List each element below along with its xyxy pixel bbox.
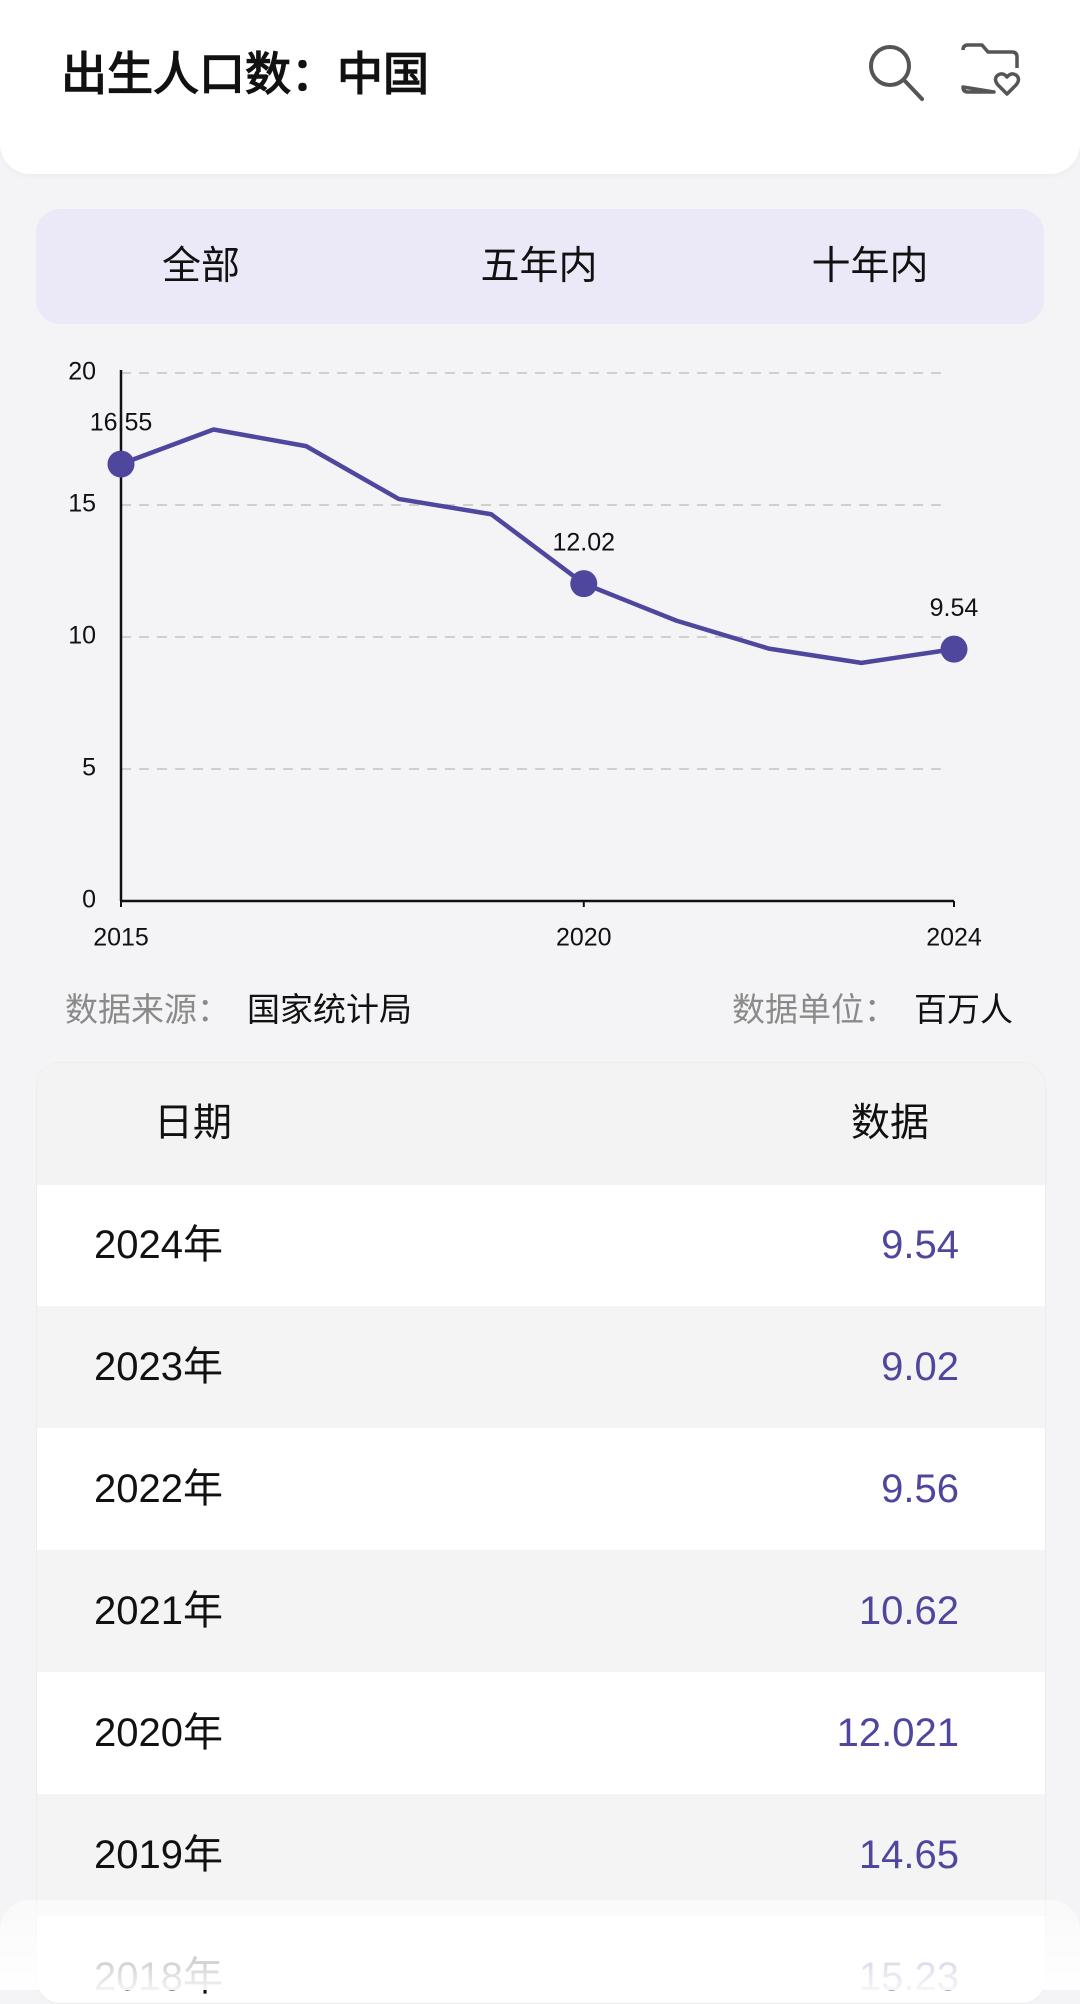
date-cell: 2020年	[94, 1711, 223, 1755]
table-row[interactable]: 2020年 12.021	[37, 1672, 1045, 1794]
y-tick-label: 5	[82, 754, 96, 782]
value-cell: 14.65	[858, 1833, 959, 1877]
y-tick-label: 0	[82, 886, 96, 914]
favorite-folder-icon[interactable]	[960, 42, 1022, 98]
search-icon[interactable]	[866, 42, 926, 104]
series-line	[120, 427, 955, 666]
value-cell: 9.54	[881, 1223, 959, 1267]
data-point	[107, 450, 135, 478]
data-label: 16.55	[90, 409, 153, 437]
y-tick-label: 20	[68, 358, 96, 386]
value-cell: 12.021	[836, 1711, 959, 1755]
x-tick-label: 2015	[93, 924, 149, 952]
data-label: 12.02	[552, 528, 615, 556]
source-value: 国家统计局	[247, 991, 412, 1028]
tab-label: 五年内	[480, 245, 598, 288]
header-cell: 日期	[154, 1102, 233, 1145]
date-cell: 2021年	[94, 1589, 223, 1633]
data-point	[940, 635, 968, 663]
date-cell: 2022年	[94, 1467, 223, 1511]
x-tick-label: 2020	[556, 924, 612, 952]
table-row[interactable]: 2019年 14.65	[37, 1794, 1045, 1916]
date-cell: 2024年	[94, 1223, 223, 1267]
data-label: 9.54	[930, 594, 979, 622]
unit-label: 数据单位：	[732, 991, 897, 1028]
source-label: 数据来源：	[65, 991, 230, 1028]
date-cell: 2019年	[94, 1833, 223, 1877]
chart: 0 5 10 15 20 2015 2020 2024 16.55 12.02 9.54	[68, 358, 982, 952]
table-row[interactable]: 2021年 10.62	[37, 1550, 1045, 1672]
tab-selected[interactable]: 十年内	[706, 209, 1034, 324]
bottom-sheet-edge	[0, 1900, 1080, 1990]
table-header: 日期 数据	[37, 1063, 1045, 1185]
range-tabs: 全部 五年内 十年内	[36, 209, 1044, 324]
date-cell: 2023年	[94, 1345, 223, 1389]
x-tick-label: 2024	[926, 924, 982, 952]
table-row[interactable]: 2024年 9.54	[37, 1184, 1045, 1306]
y-tick-label: 10	[68, 622, 96, 650]
data-table: 日期 数据 2024年 9.54 2023年 9.02 2022年 9.56 2021年 10…	[36, 1062, 1046, 2004]
page-title: 出生人口数：中国	[61, 48, 429, 100]
tab[interactable]: 五年内	[374, 209, 704, 324]
tab-label: 十年内	[811, 245, 929, 288]
table-row[interactable]: 2023年 9.02	[37, 1306, 1045, 1428]
y-tick-label: 15	[68, 490, 96, 518]
tab-label: 全部	[161, 245, 240, 288]
header: 出生人口数：中国	[0, 0, 1080, 174]
value-cell: 10.62	[858, 1589, 959, 1633]
value-cell: 9.02	[881, 1345, 959, 1389]
value-cell: 9.56	[881, 1467, 959, 1511]
header-cell: 数据	[850, 1102, 929, 1145]
unit-value: 百万人	[914, 991, 1013, 1028]
data-point	[570, 570, 598, 598]
table-row[interactable]: 2022年 9.56	[37, 1428, 1045, 1550]
tab[interactable]: 全部	[36, 209, 366, 324]
